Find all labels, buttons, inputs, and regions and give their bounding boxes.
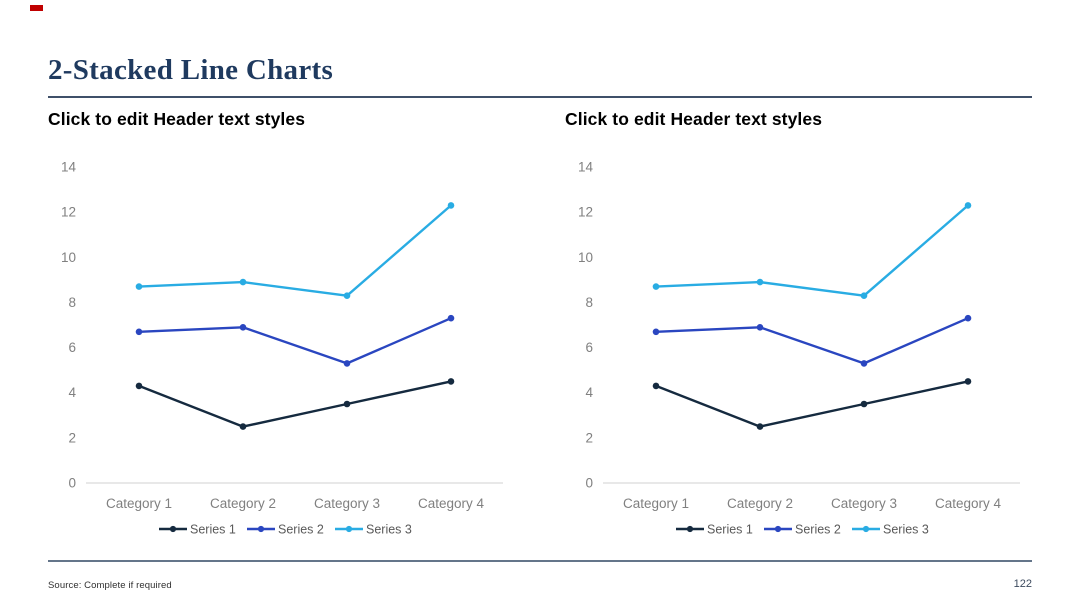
series-line [137,380,453,428]
y-tick-label: 4 [585,385,593,400]
data-point-marker [343,400,351,408]
y-tick-label: 14 [61,160,77,175]
data-point-marker [135,328,143,336]
legend-marker [862,525,870,533]
red-accent-bar [30,5,43,11]
y-tick-label: 4 [68,385,76,400]
data-point-marker [343,292,351,299]
data-point-marker [756,324,764,331]
chart-header-right[interactable]: Click to edit Header text styles [565,109,823,129]
y-tick-label: 10 [61,250,76,265]
legend-marker [686,525,694,533]
y-tick-label: 10 [578,250,593,265]
series-line [137,316,453,365]
data-point-marker [343,360,351,367]
data-point-marker [964,314,972,322]
data-point-marker [964,202,972,209]
legend-label: Series 2 [278,523,324,537]
data-point-marker [652,283,660,290]
legend-marker [774,525,782,533]
x-category-label: Category 1 [106,496,172,511]
title-divider [48,96,1032,98]
data-point-marker [652,328,660,336]
data-point-marker [239,423,247,430]
series-line [654,316,970,365]
data-point-marker [756,423,764,430]
series-line [654,204,970,297]
legend-label: Series 1 [707,523,753,537]
data-point-marker [447,378,455,385]
slide-title: 2-Stacked Line Charts [48,54,334,86]
x-category-label: Category 4 [935,496,1002,511]
series-line [654,380,970,428]
page-number: 122 [1013,578,1032,590]
data-point-marker [860,292,868,299]
y-tick-label: 2 [68,430,76,445]
data-point-marker [135,382,143,390]
data-point-marker [652,382,660,390]
y-tick-label: 6 [68,340,76,355]
y-tick-label: 12 [578,205,593,220]
stacked-line-chart-right: 0 2 4 6 8 10 12 14 Category 1 Category 2 Category … [517,145,1057,557]
y-tick-label: 8 [585,295,593,310]
source-note: Source: Complete if required [48,580,172,591]
line-chart: 0 2 4 6 8 10 12 14 Category 1 Category 2 Category … [578,160,1020,537]
footer-divider [48,560,1032,562]
y-tick-label: 0 [585,476,593,491]
data-point-marker [135,283,143,290]
y-tick-label: 6 [585,340,593,355]
legend-label: Series 1 [190,523,236,537]
stacked-line-chart-left: 0 2 4 6 8 10 12 14 Category 1 Category 2 Category … [0,145,540,557]
legend-label: Series 3 [366,523,412,537]
x-category-label: Category 3 [314,496,380,511]
data-point-marker [239,324,247,331]
data-point-marker [860,360,868,367]
x-category-label: Category 1 [623,496,689,511]
chart-header-left[interactable]: Click to edit Header text styles [48,109,306,129]
y-tick-label: 8 [68,295,76,310]
y-tick-label: 0 [68,476,76,491]
x-category-label: Category 4 [418,496,485,511]
data-point-marker [860,400,868,408]
legend-label: Series 3 [883,523,929,537]
data-point-marker [756,278,764,286]
legend-marker [169,525,177,533]
y-tick-label: 14 [578,160,594,175]
legend-marker [345,525,353,533]
x-category-label: Category 2 [210,496,276,511]
series-line [137,204,453,297]
data-point-marker [239,278,247,286]
y-tick-label: 2 [585,430,593,445]
legend-label: Series 2 [795,523,841,537]
data-point-marker [447,202,455,209]
y-tick-label: 12 [61,205,76,220]
x-category-label: Category 2 [727,496,793,511]
data-point-marker [447,314,455,322]
line-chart: 0 2 4 6 8 10 12 14 Category 1 Category 2 Category … [61,160,503,537]
legend-marker [257,525,265,533]
data-point-marker [964,378,972,385]
x-category-label: Category 3 [831,496,897,511]
